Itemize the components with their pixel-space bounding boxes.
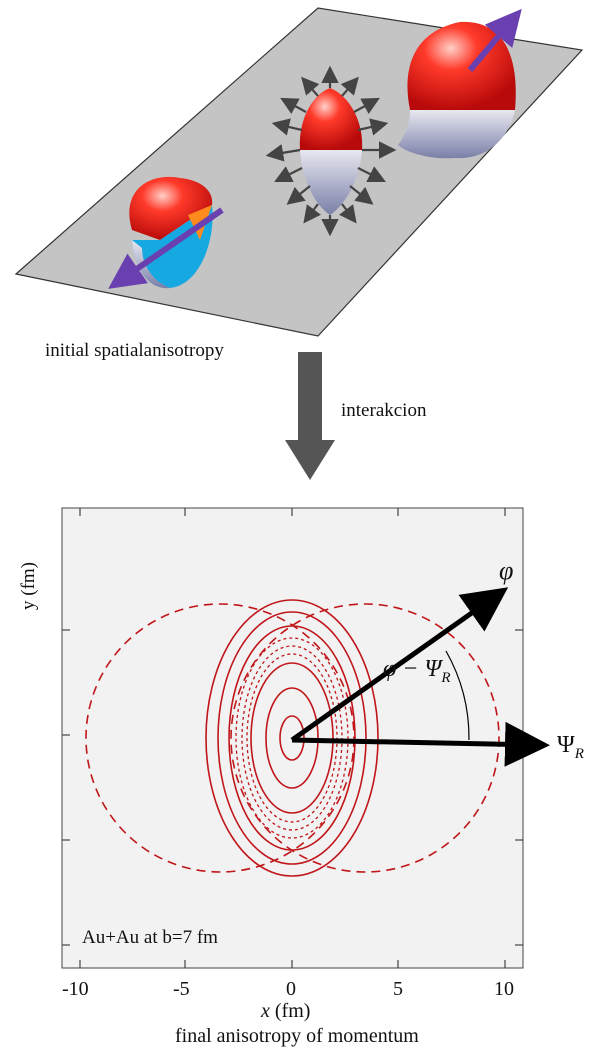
x-axis-var: x bbox=[261, 1000, 270, 1022]
angle-difference-label: φ − ΨR bbox=[383, 656, 451, 687]
angle-difference-text: φ − Ψ bbox=[383, 656, 442, 682]
angle-arc bbox=[445, 650, 470, 741]
central-fireball bbox=[265, 65, 397, 237]
y-axis-label: y (fm) bbox=[18, 561, 39, 610]
process-arrow bbox=[285, 352, 335, 480]
right-nucleus-circle bbox=[230, 603, 500, 873]
x-tick-label: 0 bbox=[286, 978, 296, 1000]
x-tick-label: 10 bbox=[494, 978, 514, 1000]
angle-difference-subscript: R bbox=[441, 669, 451, 686]
psi-subscript: R bbox=[574, 745, 584, 762]
collision-annotation: Au+Au at b=7 fm bbox=[82, 927, 218, 948]
right-fragment bbox=[398, 8, 522, 159]
psi-symbol: Ψ bbox=[557, 732, 575, 758]
x-axis-unit: (fm) bbox=[269, 1000, 311, 1022]
final-anisotropy-caption: final anisotropy of momentum bbox=[175, 1025, 419, 1047]
psi-r-vector bbox=[291, 721, 550, 767]
spatial-anisotropy-illustration bbox=[14, 7, 584, 337]
momentum-plot bbox=[61, 507, 550, 969]
density-contours bbox=[205, 599, 379, 877]
x-tick-label: -5 bbox=[173, 978, 190, 1000]
psi-r-label: ΨR bbox=[557, 732, 584, 763]
interaction-label: interakcion bbox=[341, 400, 427, 421]
phi-vector bbox=[290, 587, 509, 743]
phi-label: φ bbox=[499, 556, 514, 585]
left-fragment bbox=[108, 176, 224, 289]
x-axis-label: x (fm) bbox=[261, 1000, 310, 1023]
x-tick-label: -10 bbox=[62, 978, 89, 1000]
left-nucleus-circle bbox=[85, 603, 355, 873]
initial-anisotropy-caption: initial spatialanisotropy bbox=[45, 340, 224, 361]
x-tick-label: 5 bbox=[393, 978, 403, 1000]
